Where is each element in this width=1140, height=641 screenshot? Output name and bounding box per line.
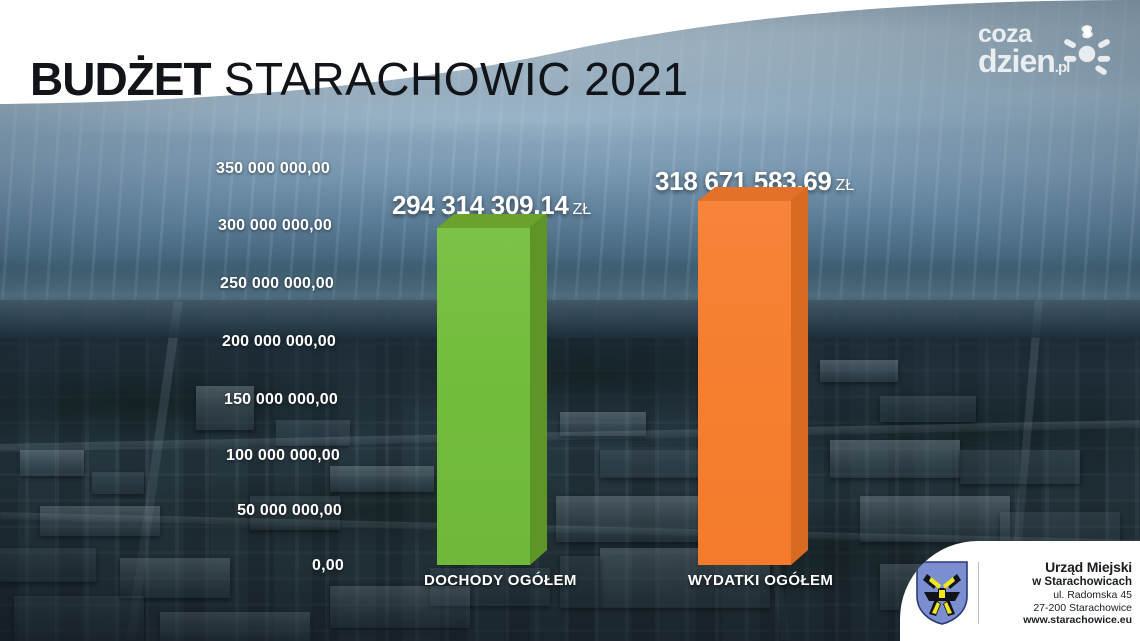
y-axis-label-200m: 200 000 000,00 (221, 333, 336, 350)
y-axis-label-50m: 50 000 000,00 (237, 502, 342, 519)
bar-wydatki[interactable] (698, 186, 808, 565)
footer-office-line-1: Urząd Miejski (1045, 559, 1132, 576)
page-title: BUDŻET STARACHOWIC 2021 (30, 56, 689, 102)
y-axis-label-100m: 100 000 000,00 (225, 447, 340, 464)
bar-dochody-front-face (437, 228, 530, 565)
horizon-haze (0, 268, 1140, 338)
category-label-dochody: DOCHODY OGÓŁEM (424, 572, 577, 589)
bar-value-currency-wydatki: ZŁ (835, 177, 855, 194)
brand-wordmark: coza dzien.pl (978, 20, 1070, 79)
bar-value-currency-dochody: ZŁ (572, 201, 592, 218)
city-buildings (0, 300, 1140, 641)
sun-burst-icon (1063, 24, 1111, 75)
y-axis-label-150m: 150 000 000,00 (223, 391, 338, 408)
y-axis-label-350m: 350 000 000,00 (215, 160, 330, 177)
brand-tld: .pl (1054, 59, 1070, 76)
bar-dochody[interactable] (437, 213, 547, 565)
footer-office-line-2: w Starachowicach (1032, 575, 1132, 588)
category-label-wydatki: WYDATKI OGÓŁEM (688, 572, 834, 589)
brand-line-2: dzien.pl (978, 43, 1070, 79)
footer-city: 27-200 Starachowice (1033, 601, 1132, 614)
footer-contact-panel: Urząd Miejski w Starachowicach ul. Radom… (900, 541, 1140, 641)
y-axis-label-300m: 300 000 000,00 (217, 217, 332, 234)
y-axis-label-0: 0,00 (312, 557, 344, 574)
brand-line-1: coza (978, 20, 1032, 48)
footer-street: ul. Radomska 45 (1053, 589, 1132, 602)
title-light: STARACHOWIC 2021 (210, 52, 689, 105)
y-axis-label-250m: 250 000 000,00 (219, 275, 334, 292)
footer-divider (978, 562, 979, 624)
brand-logo-cozadzien[interactable]: coza dzien.pl (978, 16, 1118, 88)
starachowice-coat-of-arms-icon (916, 561, 968, 625)
footer-website[interactable]: www.starachowice.eu (1023, 614, 1132, 627)
footer-address: Urząd Miejski w Starachowicach ul. Radom… (987, 559, 1132, 626)
bar-wydatki-front-face (698, 201, 791, 565)
title-strong: BUDŻET (30, 52, 212, 105)
